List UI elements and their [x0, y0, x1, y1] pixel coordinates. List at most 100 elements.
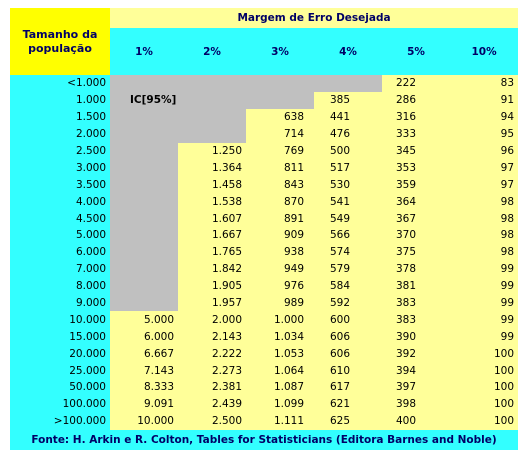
- table-cell: IC[95%]: [110, 91, 178, 109]
- table-cell: 94: [450, 108, 519, 126]
- column-header: 1%: [110, 28, 178, 75]
- table-cell: 2.273: [178, 362, 246, 380]
- row-label: 2.500: [10, 142, 110, 160]
- row-label: 3.500: [10, 176, 110, 194]
- row-label: 9.000: [10, 294, 110, 312]
- table-row: 20.000 6.667 2.222 1.053 606 392 100: [10, 345, 519, 363]
- table-row: 3.000 1.364 811 517 353 97: [10, 159, 519, 177]
- table-cell: 1.458: [178, 176, 246, 194]
- footer-row: Fonte: H. Arkin e R. Colton, Tables for …: [10, 429, 519, 450]
- table-cell: 100: [450, 345, 519, 363]
- row-label: 25.000: [10, 362, 110, 380]
- table-cell: 606: [314, 345, 382, 363]
- table-cell: 2.000: [178, 311, 246, 329]
- table-cell: 625: [314, 412, 382, 430]
- empty-cell: [246, 75, 314, 92]
- column-header: 5%: [382, 28, 450, 75]
- table-cell: 100: [450, 412, 519, 430]
- row-label: <1.000: [10, 75, 110, 92]
- table-cell: 1.099: [246, 395, 314, 413]
- empty-cell: [110, 294, 178, 312]
- empty-cell: [178, 108, 246, 126]
- table-cell: 383: [382, 311, 450, 329]
- table-row: 1.500 638 441 316 94: [10, 108, 519, 126]
- row-label: 10.000: [10, 311, 110, 329]
- table-cell: 345: [382, 142, 450, 160]
- table-cell: 392: [382, 345, 450, 363]
- table-cell: 381: [382, 277, 450, 295]
- table-cell: 1.842: [178, 260, 246, 278]
- table-row: 25.000 7.143 2.273 1.064 610 394 100: [10, 362, 519, 380]
- table-cell: 100: [450, 379, 519, 396]
- column-header: 2%: [178, 28, 246, 75]
- row-label: 100.000: [10, 395, 110, 413]
- table-cell: 6.000: [110, 328, 178, 346]
- table-row: 10.000 5.000 2.000 1.000 600 383 99: [10, 311, 519, 329]
- table-cell: 99: [450, 260, 519, 278]
- row-label: 8.000: [10, 277, 110, 295]
- table-row: 1.000 IC[95%] 385 286 91: [10, 91, 519, 109]
- table-cell: 98: [450, 193, 519, 211]
- table-cell: 811: [246, 159, 314, 177]
- table-cell: 584: [314, 277, 382, 295]
- table-cell: 99: [450, 277, 519, 295]
- empty-cell: [178, 125, 246, 143]
- table-cell: 394: [382, 362, 450, 380]
- table-cell: 530: [314, 176, 382, 194]
- column-header: 3%: [246, 28, 314, 75]
- table-cell: 383: [382, 294, 450, 312]
- table-cell: 549: [314, 210, 382, 228]
- table-cell: 99: [450, 311, 519, 329]
- table-cell: 95: [450, 125, 519, 143]
- row-label: 4.500: [10, 210, 110, 228]
- table-cell: 2.143: [178, 328, 246, 346]
- empty-cell: [110, 193, 178, 211]
- table-cell: 97: [450, 159, 519, 177]
- row-label: 5.000: [10, 227, 110, 244]
- table-cell: 359: [382, 176, 450, 194]
- table-cell: 9.091: [110, 395, 178, 413]
- table-cell: 476: [314, 125, 382, 143]
- table-cell: 98: [450, 227, 519, 244]
- table-cell: 949: [246, 260, 314, 278]
- table-cell: 606: [314, 328, 382, 346]
- table-cell: 1.250: [178, 142, 246, 160]
- table-cell: 843: [246, 176, 314, 194]
- table-row: 50.000 8.333 2.381 1.087 617 397 100: [10, 379, 519, 396]
- table-cell: 579: [314, 260, 382, 278]
- table-cell: 2.222: [178, 345, 246, 363]
- table-cell: 1.765: [178, 243, 246, 261]
- table-cell: 1.087: [246, 379, 314, 396]
- table-cell: 714: [246, 125, 314, 143]
- row-header: Tamanho da população: [10, 8, 110, 75]
- table-cell: 370: [382, 227, 450, 244]
- table-cell: 870: [246, 193, 314, 211]
- table-cell: 1.538: [178, 193, 246, 211]
- table-cell: 989: [246, 294, 314, 312]
- table-row: 2.000 714 476 333 95: [10, 125, 519, 143]
- table-cell: 378: [382, 260, 450, 278]
- table-cell: 375: [382, 243, 450, 261]
- table-cell: 600: [314, 311, 382, 329]
- table-cell: 97: [450, 176, 519, 194]
- table-cell: 83: [450, 75, 519, 92]
- table-row: <1.000 222 83: [10, 75, 519, 92]
- empty-cell: [110, 176, 178, 194]
- table-cell: 1.053: [246, 345, 314, 363]
- table-cell: 769: [246, 142, 314, 160]
- table-cell: 364: [382, 193, 450, 211]
- empty-cell: [178, 75, 246, 92]
- table-cell: 2.439: [178, 395, 246, 413]
- table-row: 7.000 1.842 949 579 378 99: [10, 260, 519, 278]
- table-row: 2.500 1.250 769 500 345 96: [10, 142, 519, 160]
- table-cell: 333: [382, 125, 450, 143]
- table-cell: 397: [382, 379, 450, 396]
- table-cell: 98: [450, 210, 519, 228]
- table-cell: 541: [314, 193, 382, 211]
- empty-cell: [110, 75, 178, 92]
- table-row: 6.000 1.765 938 574 375 98: [10, 243, 519, 261]
- table-cell: 1.000: [246, 311, 314, 329]
- table-cell: 385: [314, 91, 382, 109]
- table-cell: 5.000: [110, 311, 178, 329]
- table-cell: 99: [450, 328, 519, 346]
